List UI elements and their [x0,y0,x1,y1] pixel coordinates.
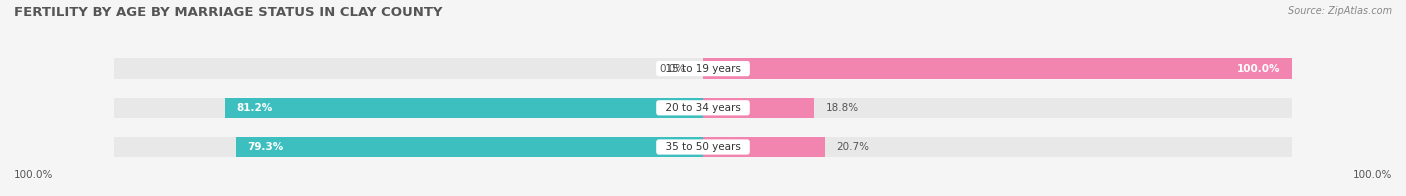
Bar [114,98,703,118]
Bar [114,137,703,157]
Bar [236,137,703,157]
Bar [703,137,825,157]
Bar [114,58,703,79]
Bar [703,137,1292,157]
Bar [703,58,1292,79]
Bar [225,98,703,118]
Text: 35 to 50 years: 35 to 50 years [659,142,747,152]
Text: 81.2%: 81.2% [236,103,273,113]
Text: 100.0%: 100.0% [14,170,53,180]
Bar [703,58,1292,79]
Text: 100.0%: 100.0% [1237,64,1281,74]
Text: 79.3%: 79.3% [247,142,284,152]
Text: FERTILITY BY AGE BY MARRIAGE STATUS IN CLAY COUNTY: FERTILITY BY AGE BY MARRIAGE STATUS IN C… [14,6,443,19]
Text: 0.0%: 0.0% [659,64,685,74]
Text: 18.8%: 18.8% [825,103,859,113]
Bar [703,98,814,118]
Bar [703,98,1292,118]
Text: 20 to 34 years: 20 to 34 years [659,103,747,113]
Text: 100.0%: 100.0% [1353,170,1392,180]
Text: 15 to 19 years: 15 to 19 years [659,64,747,74]
Text: 20.7%: 20.7% [837,142,870,152]
Text: Source: ZipAtlas.com: Source: ZipAtlas.com [1288,6,1392,16]
